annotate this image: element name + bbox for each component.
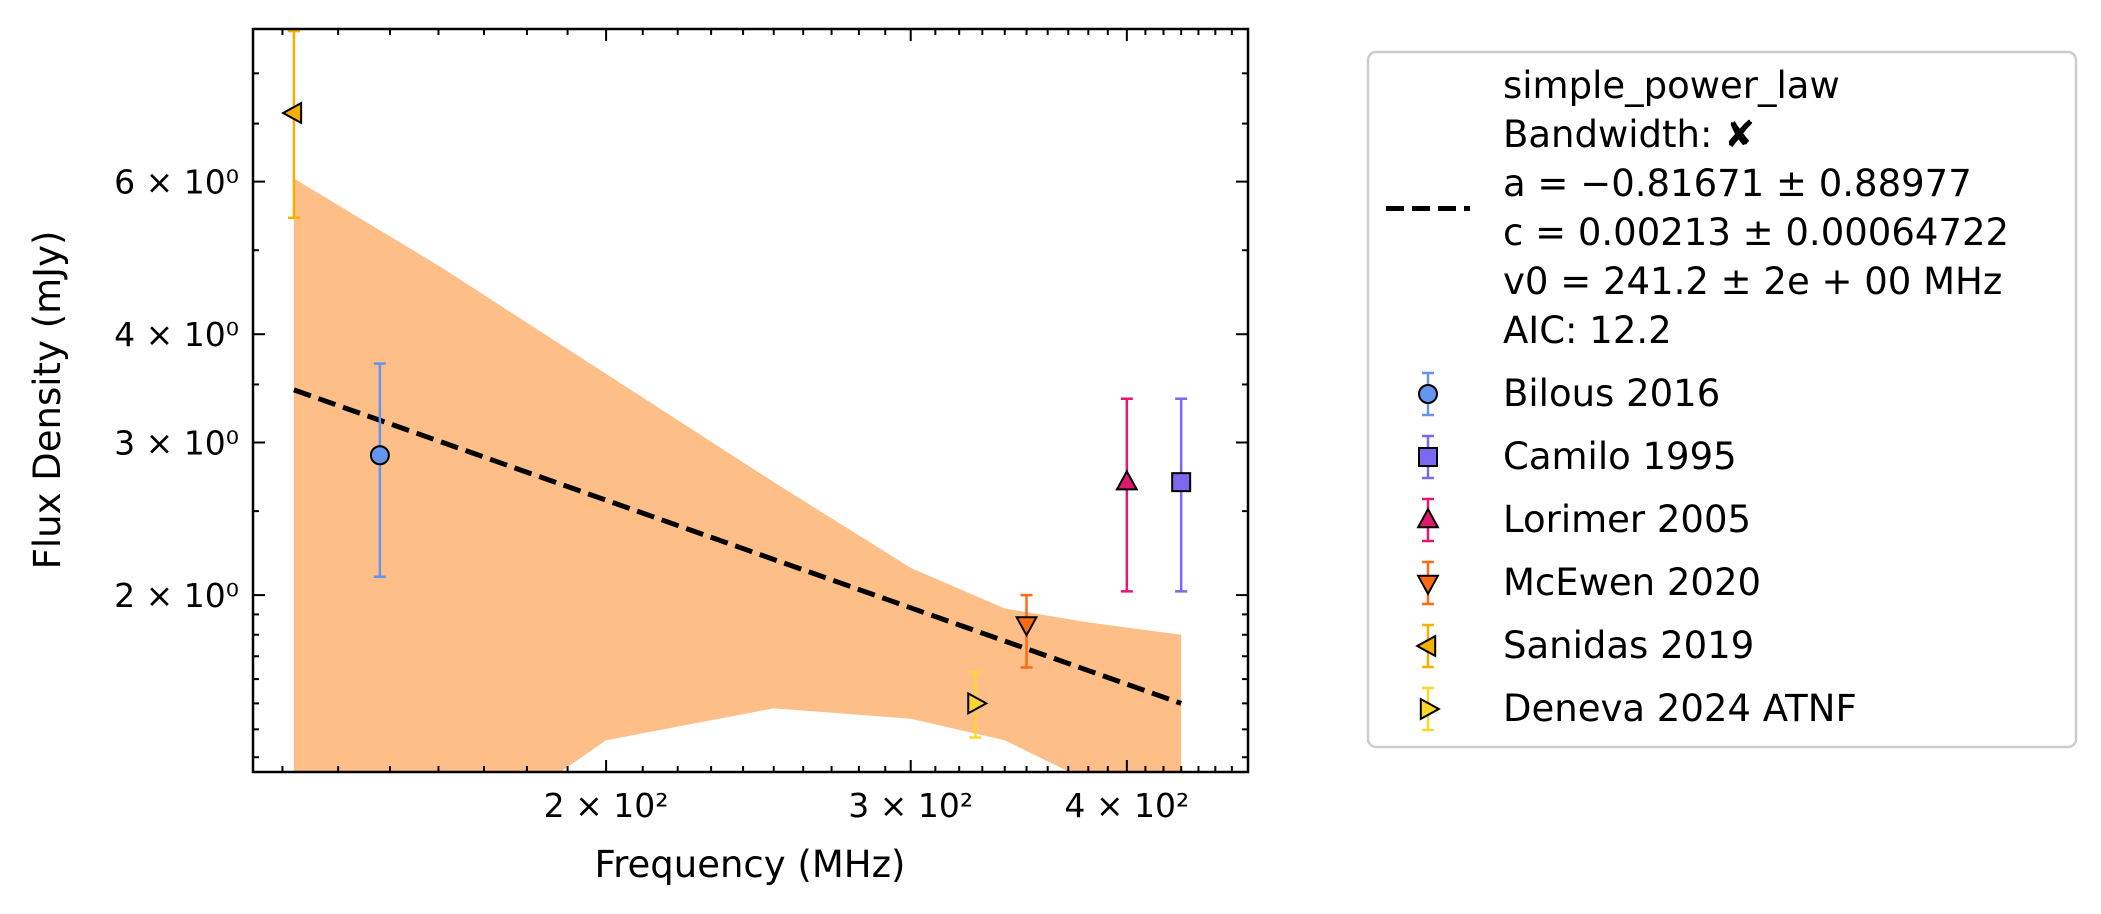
data-point xyxy=(967,691,989,715)
legend-marker xyxy=(1416,574,1440,596)
legend-fit-line: a = −0.81671 ± 0.88977 xyxy=(1503,162,1972,205)
x-tick-label: 4 × 10² xyxy=(1064,786,1189,825)
legend: simple_power_law Bandwidth: ✘ a = −0.81671… xyxy=(1366,50,2078,749)
y-axis-label: Flux Density (mJy) xyxy=(26,231,69,570)
fit-band xyxy=(293,178,1182,772)
legend-entry: Sanidas 2019 xyxy=(1415,623,1754,669)
error-bar xyxy=(1120,397,1133,593)
legend-label: Deneva 2024 ATNF xyxy=(1503,687,1857,730)
axis-ticks: 2 × 10² 3 × 10² 4 × 10² 2 × 10⁰ 3 × 10⁰ 4 × 1… xyxy=(114,28,1249,825)
legend-entry: Bilous 2016 xyxy=(1418,371,1720,417)
legend-marker xyxy=(1416,507,1440,529)
legend-label: Camilo 1995 xyxy=(1503,435,1737,478)
error-bar xyxy=(373,362,386,578)
y-tick-label: 2 × 10⁰ xyxy=(114,576,239,615)
x-axis-label: Frequency (MHz) xyxy=(595,843,906,886)
legend-entry: McEwen 2020 xyxy=(1416,560,1761,606)
series-bilous-2016 xyxy=(369,362,390,578)
error-bar xyxy=(1175,397,1188,593)
legend-marker xyxy=(1419,697,1441,721)
error-bar xyxy=(287,29,300,220)
series-lorimer-2005 xyxy=(1115,397,1139,593)
series-sanidas-2019 xyxy=(281,29,303,220)
legend-fit-line: Bandwidth: ✘ xyxy=(1503,113,1755,156)
legend-fit-line: v0 = 241.2 ± 2e + 00 MHz xyxy=(1503,260,2002,303)
legend-entry: Deneva 2024 ATNF xyxy=(1419,686,1857,732)
legend-box xyxy=(1366,50,2078,749)
legend-fit-line: AIC: 12.2 xyxy=(1503,309,1672,352)
legend-label: Bilous 2016 xyxy=(1503,372,1720,415)
series-deneva-2024-atnf xyxy=(967,670,989,739)
legend-marker xyxy=(1418,447,1438,467)
legend-marker xyxy=(1418,384,1438,404)
legend-label: Sanidas 2019 xyxy=(1503,624,1754,667)
data-points xyxy=(281,29,1192,739)
legend-label: McEwen 2020 xyxy=(1503,561,1761,604)
data-point xyxy=(1014,616,1039,638)
data-point xyxy=(1115,469,1139,491)
data-point xyxy=(281,101,303,125)
series-mcewen-2020 xyxy=(1014,593,1039,669)
y-tick-label: 3 × 10⁰ xyxy=(114,423,239,462)
data-point xyxy=(1171,472,1192,493)
fit-uncertainty-band xyxy=(293,178,1182,772)
legend-fit-line: c = 0.00213 ± 0.00064722 xyxy=(1503,211,2009,254)
legend-label: Lorimer 2005 xyxy=(1503,498,1751,541)
series-camilo-1995 xyxy=(1171,397,1192,593)
fit-line-path xyxy=(293,387,1183,706)
legend-entry: Camilo 1995 xyxy=(1418,434,1737,480)
legend-entry: Lorimer 2005 xyxy=(1416,497,1751,543)
legend-marker xyxy=(1415,634,1437,658)
data-point xyxy=(369,445,390,466)
x-tick-label: 3 × 10² xyxy=(848,786,973,825)
x-tick-label: 2 × 10² xyxy=(544,786,669,825)
y-tick-label: 6 × 10⁰ xyxy=(114,163,239,202)
plot-frame xyxy=(251,27,1250,774)
y-tick-label: 4 × 10⁰ xyxy=(114,315,239,354)
fit-line xyxy=(293,387,1183,706)
legend-fit-line: simple_power_law xyxy=(1503,64,1840,107)
